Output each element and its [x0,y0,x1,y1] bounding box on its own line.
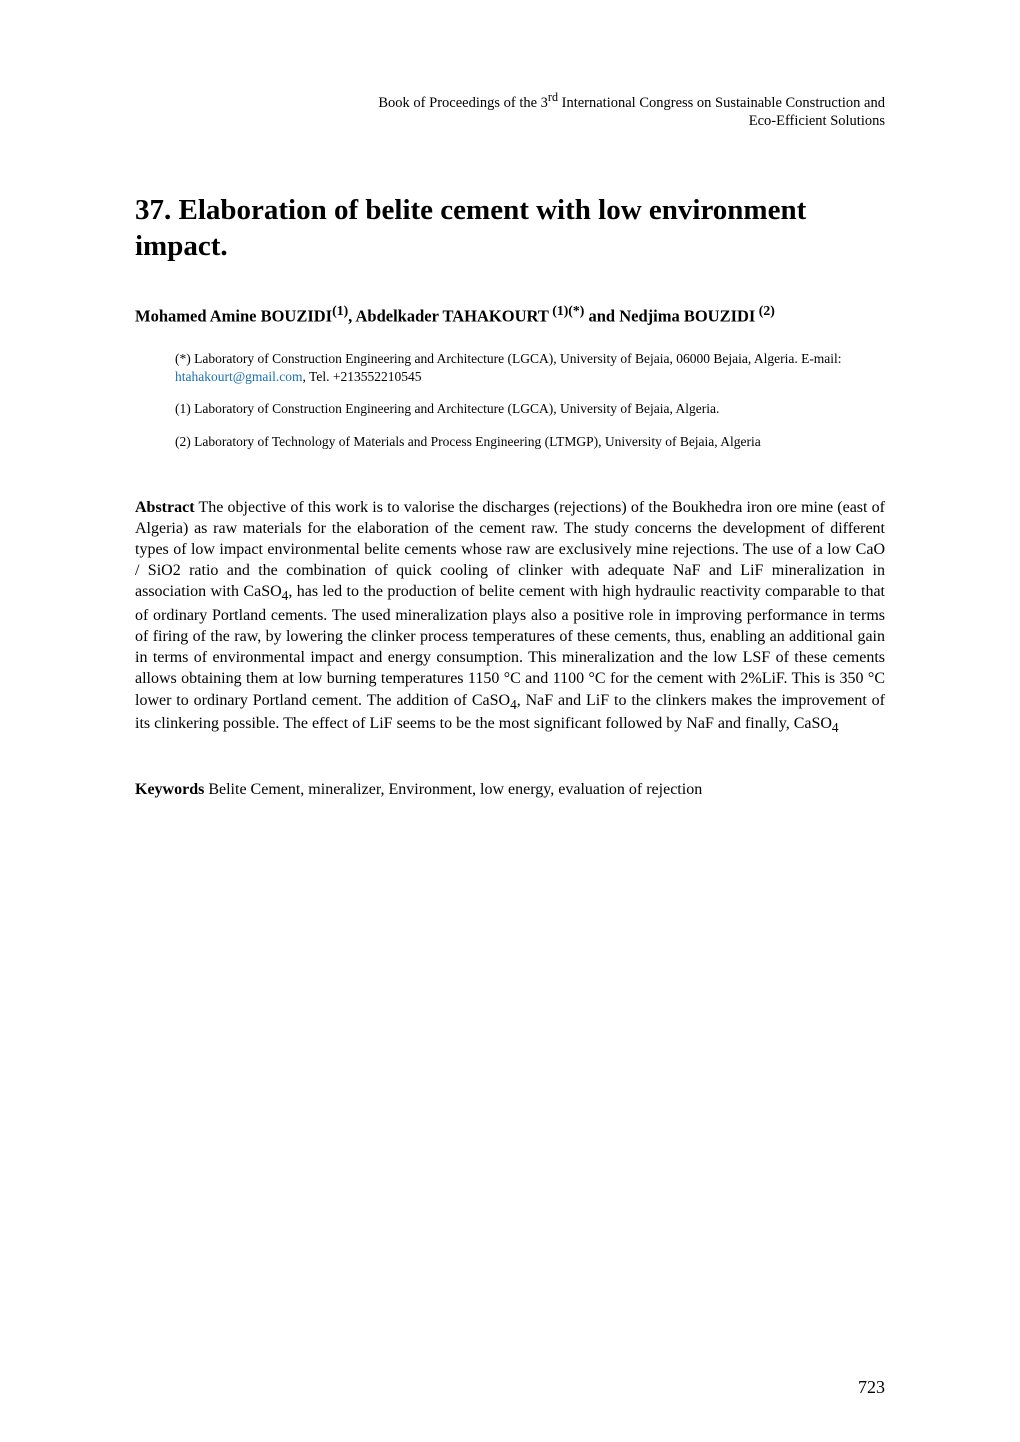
author-sep-1: , [348,306,355,325]
abstract-sub-3: 4 [832,720,839,735]
affiliation-2: (2) Laboratory of Technology of Material… [175,433,875,451]
page-number: 723 [858,1377,885,1398]
author-list: Mohamed Amine BOUZIDI(1), Abdelkader TAH… [135,301,885,328]
abstract-label: Abstract [135,499,195,516]
running-header: Book of Proceedings of the 3rd Internati… [135,90,885,130]
header-sup: rd [548,90,558,104]
header-line2: Eco-Efficient Solutions [749,113,885,129]
affil-1-email-link[interactable]: htahakourt@gmail.com [175,369,303,384]
author-2-name: Abdelkader TAHAKOURT [356,306,549,325]
abstract-body-2: , has led to the production of belite ce… [135,583,885,708]
paper-title: 37. Elaboration of belite cement with lo… [135,192,885,265]
affiliation-1: (1) Laboratory of Construction Engineeri… [175,400,875,418]
keywords-label: Keywords [135,781,204,798]
header-line1: Book of Proceedings of the 3 [378,95,548,111]
affil-1-pre: (*) Laboratory of Construction Engineeri… [175,351,842,366]
author-2-sup: (1)(*) [549,303,585,318]
affiliation-corresponding: (*) Laboratory of Construction Engineeri… [175,350,875,386]
author-sep-2: and [584,306,619,325]
keywords-body: Belite Cement, mineralizer, Environment,… [204,781,702,798]
affil-1-post: , Tel. +213552210545 [303,369,422,384]
author-3-sup: (2) [755,303,774,318]
affiliations: (*) Laboratory of Construction Engineeri… [175,350,875,451]
header-line1-tail: International Congress on Sustainable Co… [558,95,885,111]
author-1-name: Mohamed Amine BOUZIDI [135,306,332,325]
author-1-sup: (1) [332,303,348,318]
abstract: Abstract The objective of this work is t… [135,497,885,737]
author-3-name: Nedjima BOUZIDI [619,306,755,325]
keywords: Keywords Belite Cement, mineralizer, Env… [135,779,885,800]
abstract-sub-2: 4 [510,697,517,712]
